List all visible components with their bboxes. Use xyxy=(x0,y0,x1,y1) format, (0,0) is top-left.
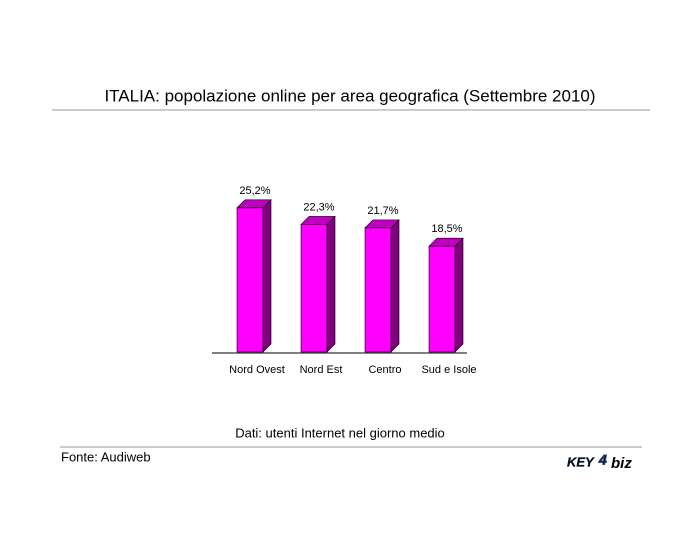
logo: KEY 4 biz xyxy=(567,451,633,472)
caption: Dati: utenti Internet nel giorno medio xyxy=(235,425,445,440)
bar xyxy=(300,224,328,353)
chart-title: ITALIA: popolazione online per area geog… xyxy=(104,86,595,105)
x-tick-label: Centro xyxy=(368,364,401,376)
bar-side xyxy=(390,219,400,353)
source: Fonte: Audiweb xyxy=(61,449,151,464)
logo-right: biz xyxy=(611,455,632,472)
bar xyxy=(236,207,264,353)
bar-side xyxy=(454,237,464,353)
bar xyxy=(364,227,392,353)
x-tick-label: Nord Est xyxy=(300,364,343,376)
logo-left: KEY xyxy=(567,454,595,469)
value-label: 18,5% xyxy=(431,223,462,235)
bar xyxy=(428,245,456,353)
x-tick-label: Nord Ovest xyxy=(229,364,285,376)
bar-side xyxy=(326,215,336,353)
logo-mid: 4 xyxy=(598,452,607,468)
value-label: 25,2% xyxy=(239,185,270,197)
value-label: 22,3% xyxy=(303,201,334,213)
value-label: 21,7% xyxy=(367,205,398,217)
x-tick-label: Sud e Isole xyxy=(421,364,476,376)
bar-side xyxy=(262,199,272,353)
